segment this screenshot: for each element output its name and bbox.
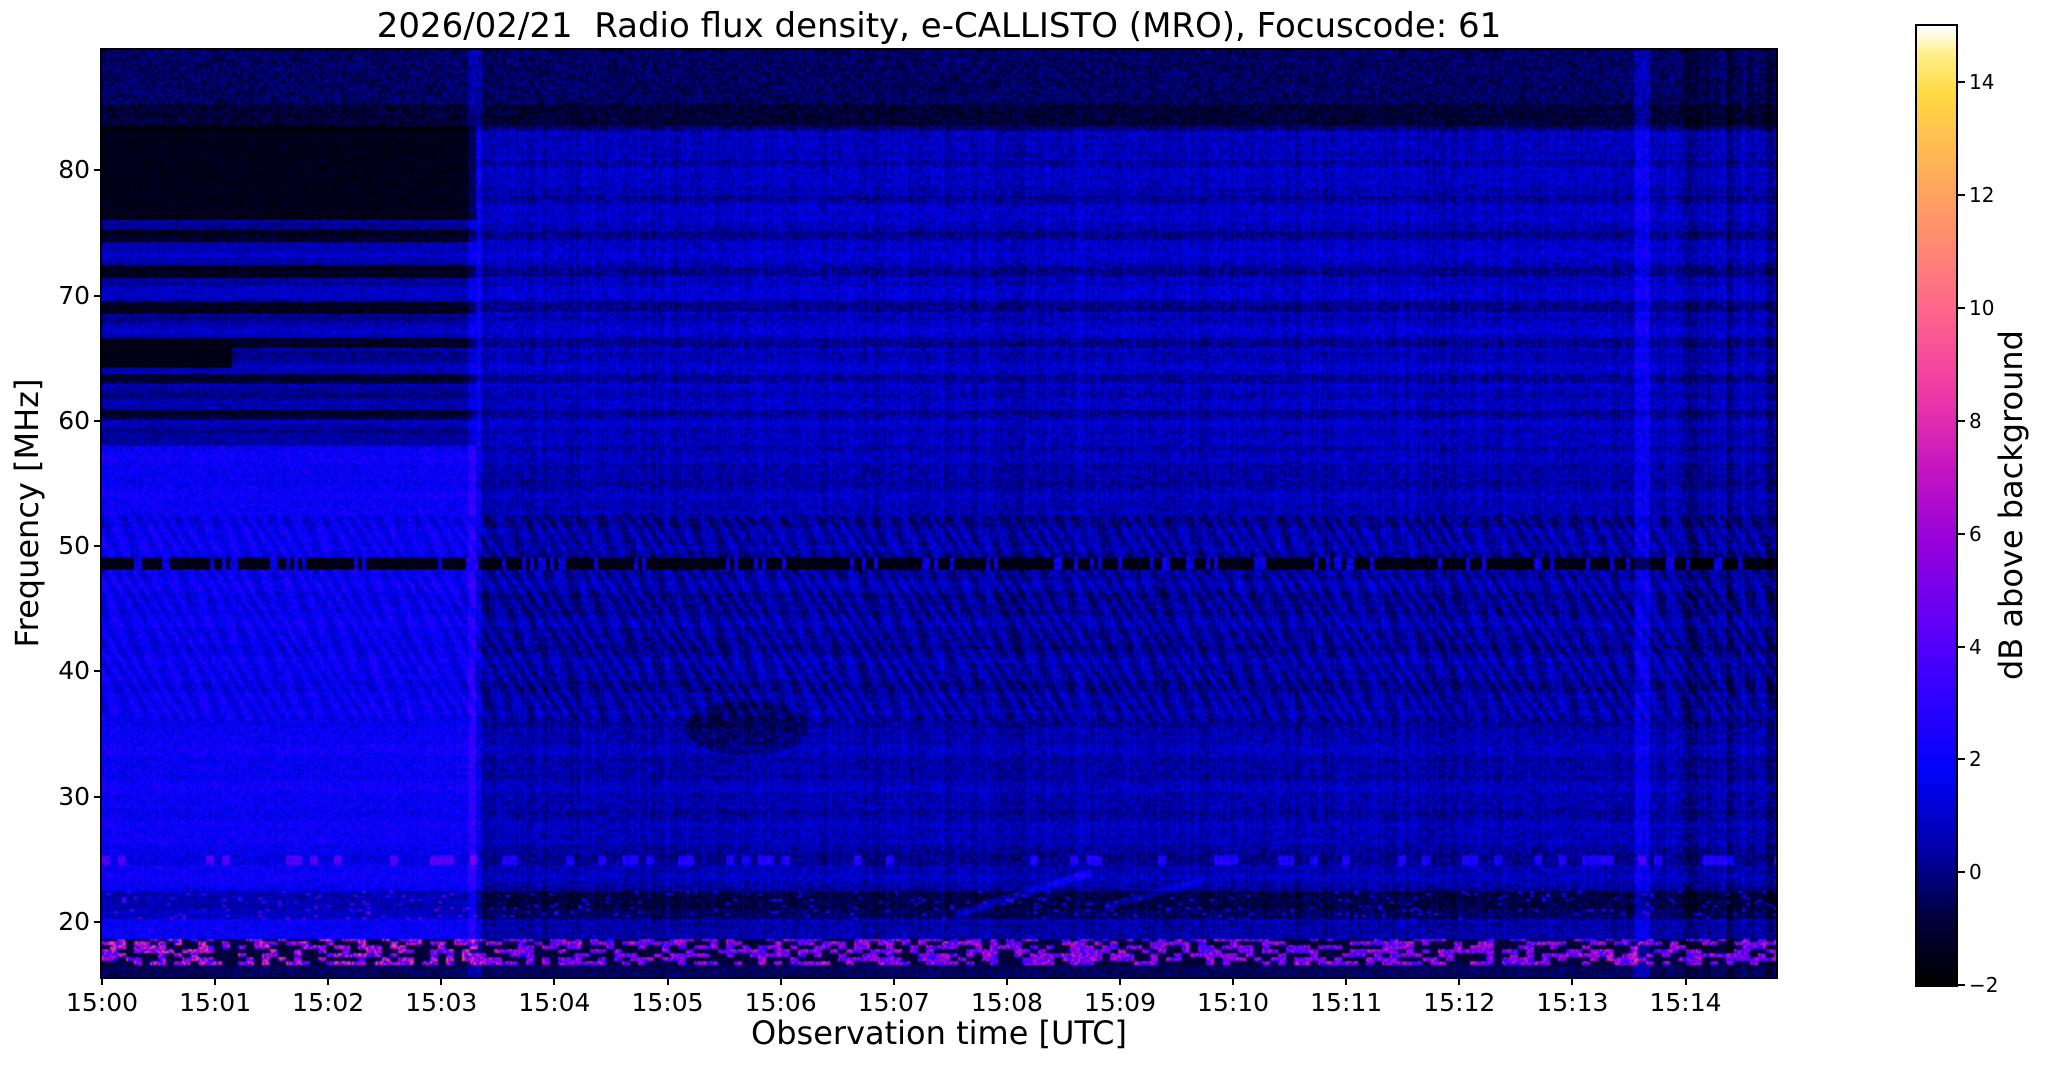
x-tick-mark xyxy=(1005,977,1008,985)
x-tick-mark xyxy=(327,977,330,985)
y-tick-mark xyxy=(94,419,102,422)
x-tick-mark xyxy=(666,977,669,985)
y-tick-mark xyxy=(94,670,102,673)
colorbar-tick-mark xyxy=(1958,419,1965,422)
x-tick-label: 15:11 xyxy=(1310,988,1383,1017)
y-tick-mark xyxy=(94,545,102,548)
x-tick-mark xyxy=(1232,977,1235,985)
x-tick-label: 15:09 xyxy=(1083,988,1156,1017)
x-tick-label: 15:12 xyxy=(1423,988,1496,1017)
x-tick-label: 15:06 xyxy=(744,988,817,1017)
colorbar-tick-mark xyxy=(1958,645,1965,648)
spectrogram-heatmap xyxy=(102,50,1776,977)
colorbar-tick-label: 12 xyxy=(1969,183,1995,208)
x-axis-label: Observation time [UTC] xyxy=(751,1014,1127,1052)
colorbar-tick-mark xyxy=(1958,532,1965,535)
colorbar-gradient xyxy=(1917,26,1956,985)
colorbar-tick-mark xyxy=(1958,307,1965,310)
x-tick-label: 15:05 xyxy=(631,988,704,1017)
x-tick-label: 15:01 xyxy=(179,988,252,1017)
x-tick-label: 15:14 xyxy=(1649,988,1722,1017)
x-tick-label: 15:03 xyxy=(405,988,478,1017)
colorbar-tick-label: 0 xyxy=(1969,860,1982,885)
y-tick-label: 30 xyxy=(58,781,90,811)
x-tick-mark xyxy=(779,977,782,985)
colorbar-tick-mark xyxy=(1958,194,1965,197)
y-tick-mark xyxy=(94,795,102,798)
x-tick-label: 15:04 xyxy=(518,988,591,1017)
x-tick-mark xyxy=(101,977,103,985)
colorbar-tick-label: 10 xyxy=(1969,296,1995,321)
y-tick-label: 40 xyxy=(58,656,90,686)
y-tick-label: 50 xyxy=(58,531,90,561)
chart-title: 2026/02/21 Radio flux density, e-CALLIST… xyxy=(376,6,1502,46)
colorbar-tick-mark xyxy=(1958,984,1965,986)
colorbar-tick-label: 8 xyxy=(1969,408,1982,433)
colorbar-label: dB above background xyxy=(1992,330,2030,680)
colorbar-tick-label: 14 xyxy=(1969,70,1995,95)
x-tick-label: 15:13 xyxy=(1536,988,1609,1017)
x-tick-label: 15:00 xyxy=(65,988,139,1017)
x-tick-mark xyxy=(1345,977,1348,985)
y-tick-mark xyxy=(94,920,102,923)
x-tick-label: 15:07 xyxy=(857,988,930,1017)
x-tick-label: 15:02 xyxy=(292,988,365,1017)
x-tick-label: 15:08 xyxy=(970,988,1043,1017)
y-tick-label: 80 xyxy=(58,155,90,185)
x-tick-mark xyxy=(553,977,556,985)
y-tick-mark xyxy=(94,169,102,172)
x-tick-mark xyxy=(1458,977,1461,985)
y-tick-mark xyxy=(94,294,102,297)
y-tick-label: 70 xyxy=(58,280,90,310)
x-tick-mark xyxy=(892,977,895,985)
x-tick-mark xyxy=(214,977,217,985)
x-tick-label: 15:10 xyxy=(1197,988,1270,1017)
colorbar-tick-label: 4 xyxy=(1969,634,1982,659)
x-tick-mark xyxy=(440,977,443,985)
colorbar-tick-mark xyxy=(1958,758,1965,761)
y-tick-label: 60 xyxy=(58,405,90,435)
colorbar-tick-mark xyxy=(1958,871,1965,874)
colorbar-tick-mark xyxy=(1958,81,1965,84)
colorbar-tick-label: 2 xyxy=(1969,747,1982,772)
x-tick-mark xyxy=(1684,977,1687,985)
colorbar-tick-label: 6 xyxy=(1969,521,1982,546)
x-tick-mark xyxy=(1571,977,1574,985)
x-tick-mark xyxy=(1118,977,1121,985)
y-tick-label: 20 xyxy=(58,906,90,936)
y-axis-label: Frequency [MHz] xyxy=(8,378,46,648)
colorbar-tick-label: −2 xyxy=(1969,973,1999,997)
